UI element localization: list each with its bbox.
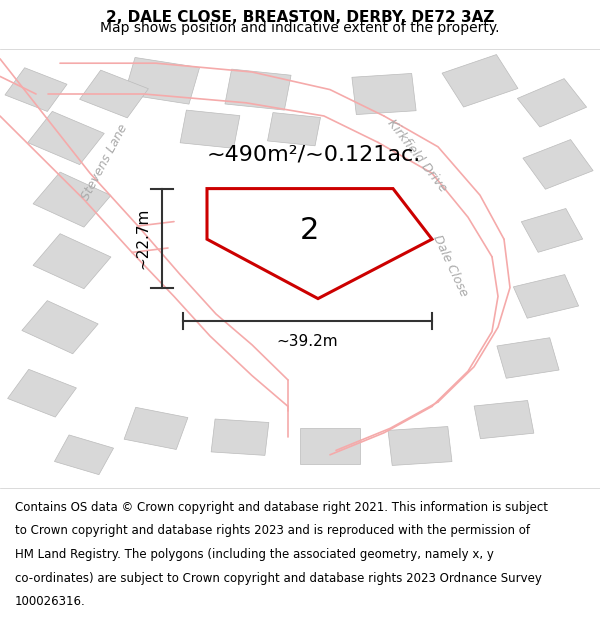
Polygon shape <box>22 301 98 354</box>
Polygon shape <box>180 110 240 148</box>
Text: HM Land Registry. The polygons (including the associated geometry, namely x, y: HM Land Registry. The polygons (includin… <box>15 548 494 561</box>
Text: 2, DALE CLOSE, BREASTON, DERBY, DE72 3AZ: 2, DALE CLOSE, BREASTON, DERBY, DE72 3AZ <box>106 10 494 25</box>
Text: Map shows position and indicative extent of the property.: Map shows position and indicative extent… <box>100 21 500 35</box>
Polygon shape <box>33 172 111 227</box>
Text: Stevens Lane: Stevens Lane <box>79 122 131 202</box>
Text: Contains OS data © Crown copyright and database right 2021. This information is : Contains OS data © Crown copyright and d… <box>15 501 548 514</box>
Polygon shape <box>300 428 360 464</box>
Polygon shape <box>5 68 67 111</box>
Polygon shape <box>28 111 104 164</box>
Polygon shape <box>442 54 518 107</box>
Polygon shape <box>55 435 113 474</box>
Polygon shape <box>33 234 111 289</box>
Polygon shape <box>207 189 432 299</box>
Text: Kirkfield Drive: Kirkfield Drive <box>385 117 449 194</box>
Polygon shape <box>8 369 76 417</box>
Text: to Crown copyright and database rights 2023 and is reproduced with the permissio: to Crown copyright and database rights 2… <box>15 524 530 538</box>
Text: Dale Close: Dale Close <box>430 232 470 299</box>
Polygon shape <box>388 426 452 466</box>
Polygon shape <box>225 69 291 110</box>
Polygon shape <box>268 112 320 146</box>
Text: ~490m²/~0.121ac.: ~490m²/~0.121ac. <box>207 144 421 164</box>
Text: 100026316.: 100026316. <box>15 595 86 608</box>
Polygon shape <box>211 419 269 456</box>
Polygon shape <box>521 209 583 252</box>
Polygon shape <box>352 74 416 114</box>
Text: ~39.2m: ~39.2m <box>277 334 338 349</box>
Polygon shape <box>80 70 148 118</box>
Text: ~22.7m: ~22.7m <box>135 208 150 269</box>
Polygon shape <box>514 274 578 318</box>
Polygon shape <box>517 79 587 127</box>
Polygon shape <box>124 58 200 104</box>
Polygon shape <box>497 338 559 378</box>
Polygon shape <box>124 408 188 449</box>
Text: 2: 2 <box>299 216 319 245</box>
Polygon shape <box>474 401 534 439</box>
Polygon shape <box>523 139 593 189</box>
Text: co-ordinates) are subject to Crown copyright and database rights 2023 Ordnance S: co-ordinates) are subject to Crown copyr… <box>15 572 542 584</box>
